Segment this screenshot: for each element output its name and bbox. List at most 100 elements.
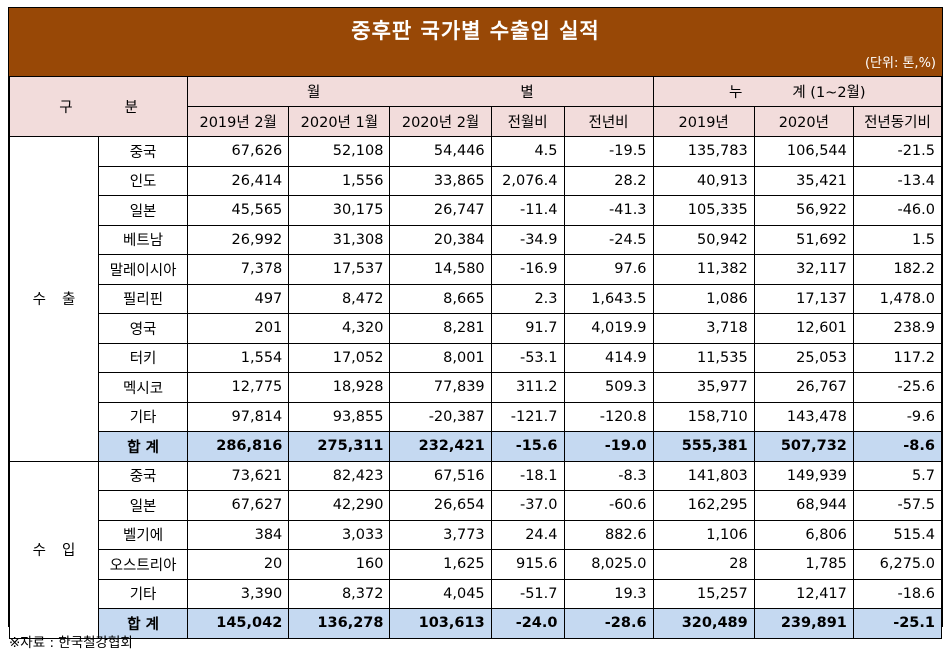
table-cell: 14,580 xyxy=(389,254,492,285)
table-cell: 1,785 xyxy=(753,549,854,580)
table-cell: 1,086 xyxy=(652,283,755,314)
table-cell: 515.4 xyxy=(852,519,943,550)
source-note: ※자료 : 한국철강협회 xyxy=(9,635,133,651)
table-cell: 6,806 xyxy=(753,519,854,550)
table-cell: 141,803 xyxy=(652,460,755,491)
table-cell: 275,311 xyxy=(288,431,391,462)
table-cell: 1,625 xyxy=(389,549,492,580)
table-cell: 17,052 xyxy=(288,342,391,373)
total-label: 합 계 xyxy=(98,431,189,462)
col-header: 2020년 1월 xyxy=(288,106,391,137)
group-label-part: 수 xyxy=(32,292,47,309)
table-cell: 239,891 xyxy=(753,608,854,639)
table-cell: -20,387 xyxy=(389,401,492,432)
country-name: 말레이시아 xyxy=(98,254,189,285)
table-row: 일본 45,565 30,175 26,747 -11.4 -41.3 105,335 56,… xyxy=(10,195,943,226)
table-cell: -60.6 xyxy=(563,490,654,521)
table-cell: 105,335 xyxy=(652,195,755,226)
table-cell: 311.2 xyxy=(490,372,565,403)
table-cell: 28 xyxy=(652,549,755,580)
table-cell: 17,537 xyxy=(288,254,391,285)
table-cell: 77,839 xyxy=(389,372,492,403)
table-row: 기타 3,390 8,372 4,045 -51.7 19.3 15,257 12,417 -1… xyxy=(10,578,943,609)
col-header: 2019년 xyxy=(652,106,755,137)
table-cell: 201 xyxy=(187,313,290,344)
table-cell: 915.6 xyxy=(490,549,565,580)
table-cell: 2,076.4 xyxy=(490,165,565,196)
table-cell: 4,045 xyxy=(389,578,492,609)
table-cell: 20 xyxy=(187,549,290,580)
country-name: 베트남 xyxy=(98,224,189,255)
table-cell: -19.0 xyxy=(563,431,654,462)
table-cell: 238.9 xyxy=(852,313,943,344)
country-name: 기타 xyxy=(98,401,189,432)
table-cell: 18,928 xyxy=(288,372,391,403)
table-cell: 3,718 xyxy=(652,313,755,344)
table-cell: -120.8 xyxy=(563,401,654,432)
table-cell: -18.6 xyxy=(852,578,943,609)
table-row: 필리핀 497 8,472 8,665 2.3 1,643.5 1,086 17,137 1,4… xyxy=(10,283,943,314)
table-cell: 1,106 xyxy=(652,519,755,550)
table-title: 중후판 국가별 수출입 실적 xyxy=(9,8,942,52)
table-cell: -53.1 xyxy=(490,342,565,373)
table-row: 일본 67,627 42,290 26,654 -37.0 -60.6 162,295 68,… xyxy=(10,490,943,521)
table-cell: 35,977 xyxy=(652,372,755,403)
table-row: 멕시코 12,775 18,928 77,839 311.2 509.3 35,977 26,… xyxy=(10,372,943,403)
country-name: 기타 xyxy=(98,578,189,609)
table-cell: 31,308 xyxy=(288,224,391,255)
table-row: 인도 26,414 1,556 33,865 2,076.4 28.2 40,913 35,4… xyxy=(10,165,943,196)
country-name: 터키 xyxy=(98,342,189,373)
table-cell: 11,535 xyxy=(652,342,755,373)
table-cell: 24.4 xyxy=(490,519,565,550)
table-cell: 12,601 xyxy=(753,313,854,344)
table-row: 벨기에 384 3,033 3,773 24.4 882.6 1,106 6,806 515.4 xyxy=(10,519,943,550)
total-label: 합 계 xyxy=(98,608,189,639)
table-cell: 4.5 xyxy=(490,136,565,167)
table-cell: 3,390 xyxy=(187,578,290,609)
category-header-right: 분 xyxy=(124,100,138,116)
table-cell: -25.6 xyxy=(852,372,943,403)
table-cell: 8,001 xyxy=(389,342,492,373)
table-cell: 12,417 xyxy=(753,578,854,609)
table-cell: 414.9 xyxy=(563,342,654,373)
country-name: 오스트리아 xyxy=(98,549,189,580)
table-cell: 93,855 xyxy=(288,401,391,432)
unit-note: (단위: 톤,%) xyxy=(9,52,942,76)
table-cell: 12,775 xyxy=(187,372,290,403)
table-row: 기타 97,814 93,855 -20,387 -121.7 -120.8 158,710… xyxy=(10,401,943,432)
table-cell: 286,816 xyxy=(187,431,290,462)
table-cell: 103,613 xyxy=(389,608,492,639)
table-cell: 117.2 xyxy=(852,342,943,373)
table-cell: 42,290 xyxy=(288,490,391,521)
table-cell: 30,175 xyxy=(288,195,391,226)
table-cell: 26,414 xyxy=(187,165,290,196)
table-cell: -13.4 xyxy=(852,165,943,196)
total-row: 합 계 145,042 136,278 103,613 -24.0 -28.6 320,48… xyxy=(10,608,943,639)
table-cell: -57.5 xyxy=(852,490,943,521)
table-cell: -121.7 xyxy=(490,401,565,432)
country-name: 일본 xyxy=(98,195,189,226)
table-cell: -24.5 xyxy=(563,224,654,255)
table-cell: 82,423 xyxy=(288,460,391,491)
table-cell: 54,446 xyxy=(389,136,492,167)
table-cell: -25.1 xyxy=(852,608,943,639)
table-cell: 28.2 xyxy=(563,165,654,196)
table-row: 수 출 중국 67,626 52,108 54,446 4.5 -19.5 135,783 106… xyxy=(8,136,943,462)
table-cell: -8.3 xyxy=(563,460,654,491)
table-cell: 158,710 xyxy=(652,401,755,432)
group-label-part: 수 xyxy=(32,543,47,559)
table-cell: 5.7 xyxy=(852,460,943,491)
table-cell: 20,384 xyxy=(389,224,492,255)
table-cell: 40,913 xyxy=(652,165,755,196)
table-cell: 67,627 xyxy=(187,490,290,521)
table-cell: 882.6 xyxy=(563,519,654,550)
table-cell: -19.5 xyxy=(563,136,654,167)
table-cell: 149,939 xyxy=(753,460,854,491)
table-cell: 136,278 xyxy=(288,608,391,639)
table-cell: 3,773 xyxy=(389,519,492,550)
table-cell: 50,942 xyxy=(652,224,755,255)
group-label-part: 출 xyxy=(62,292,76,309)
